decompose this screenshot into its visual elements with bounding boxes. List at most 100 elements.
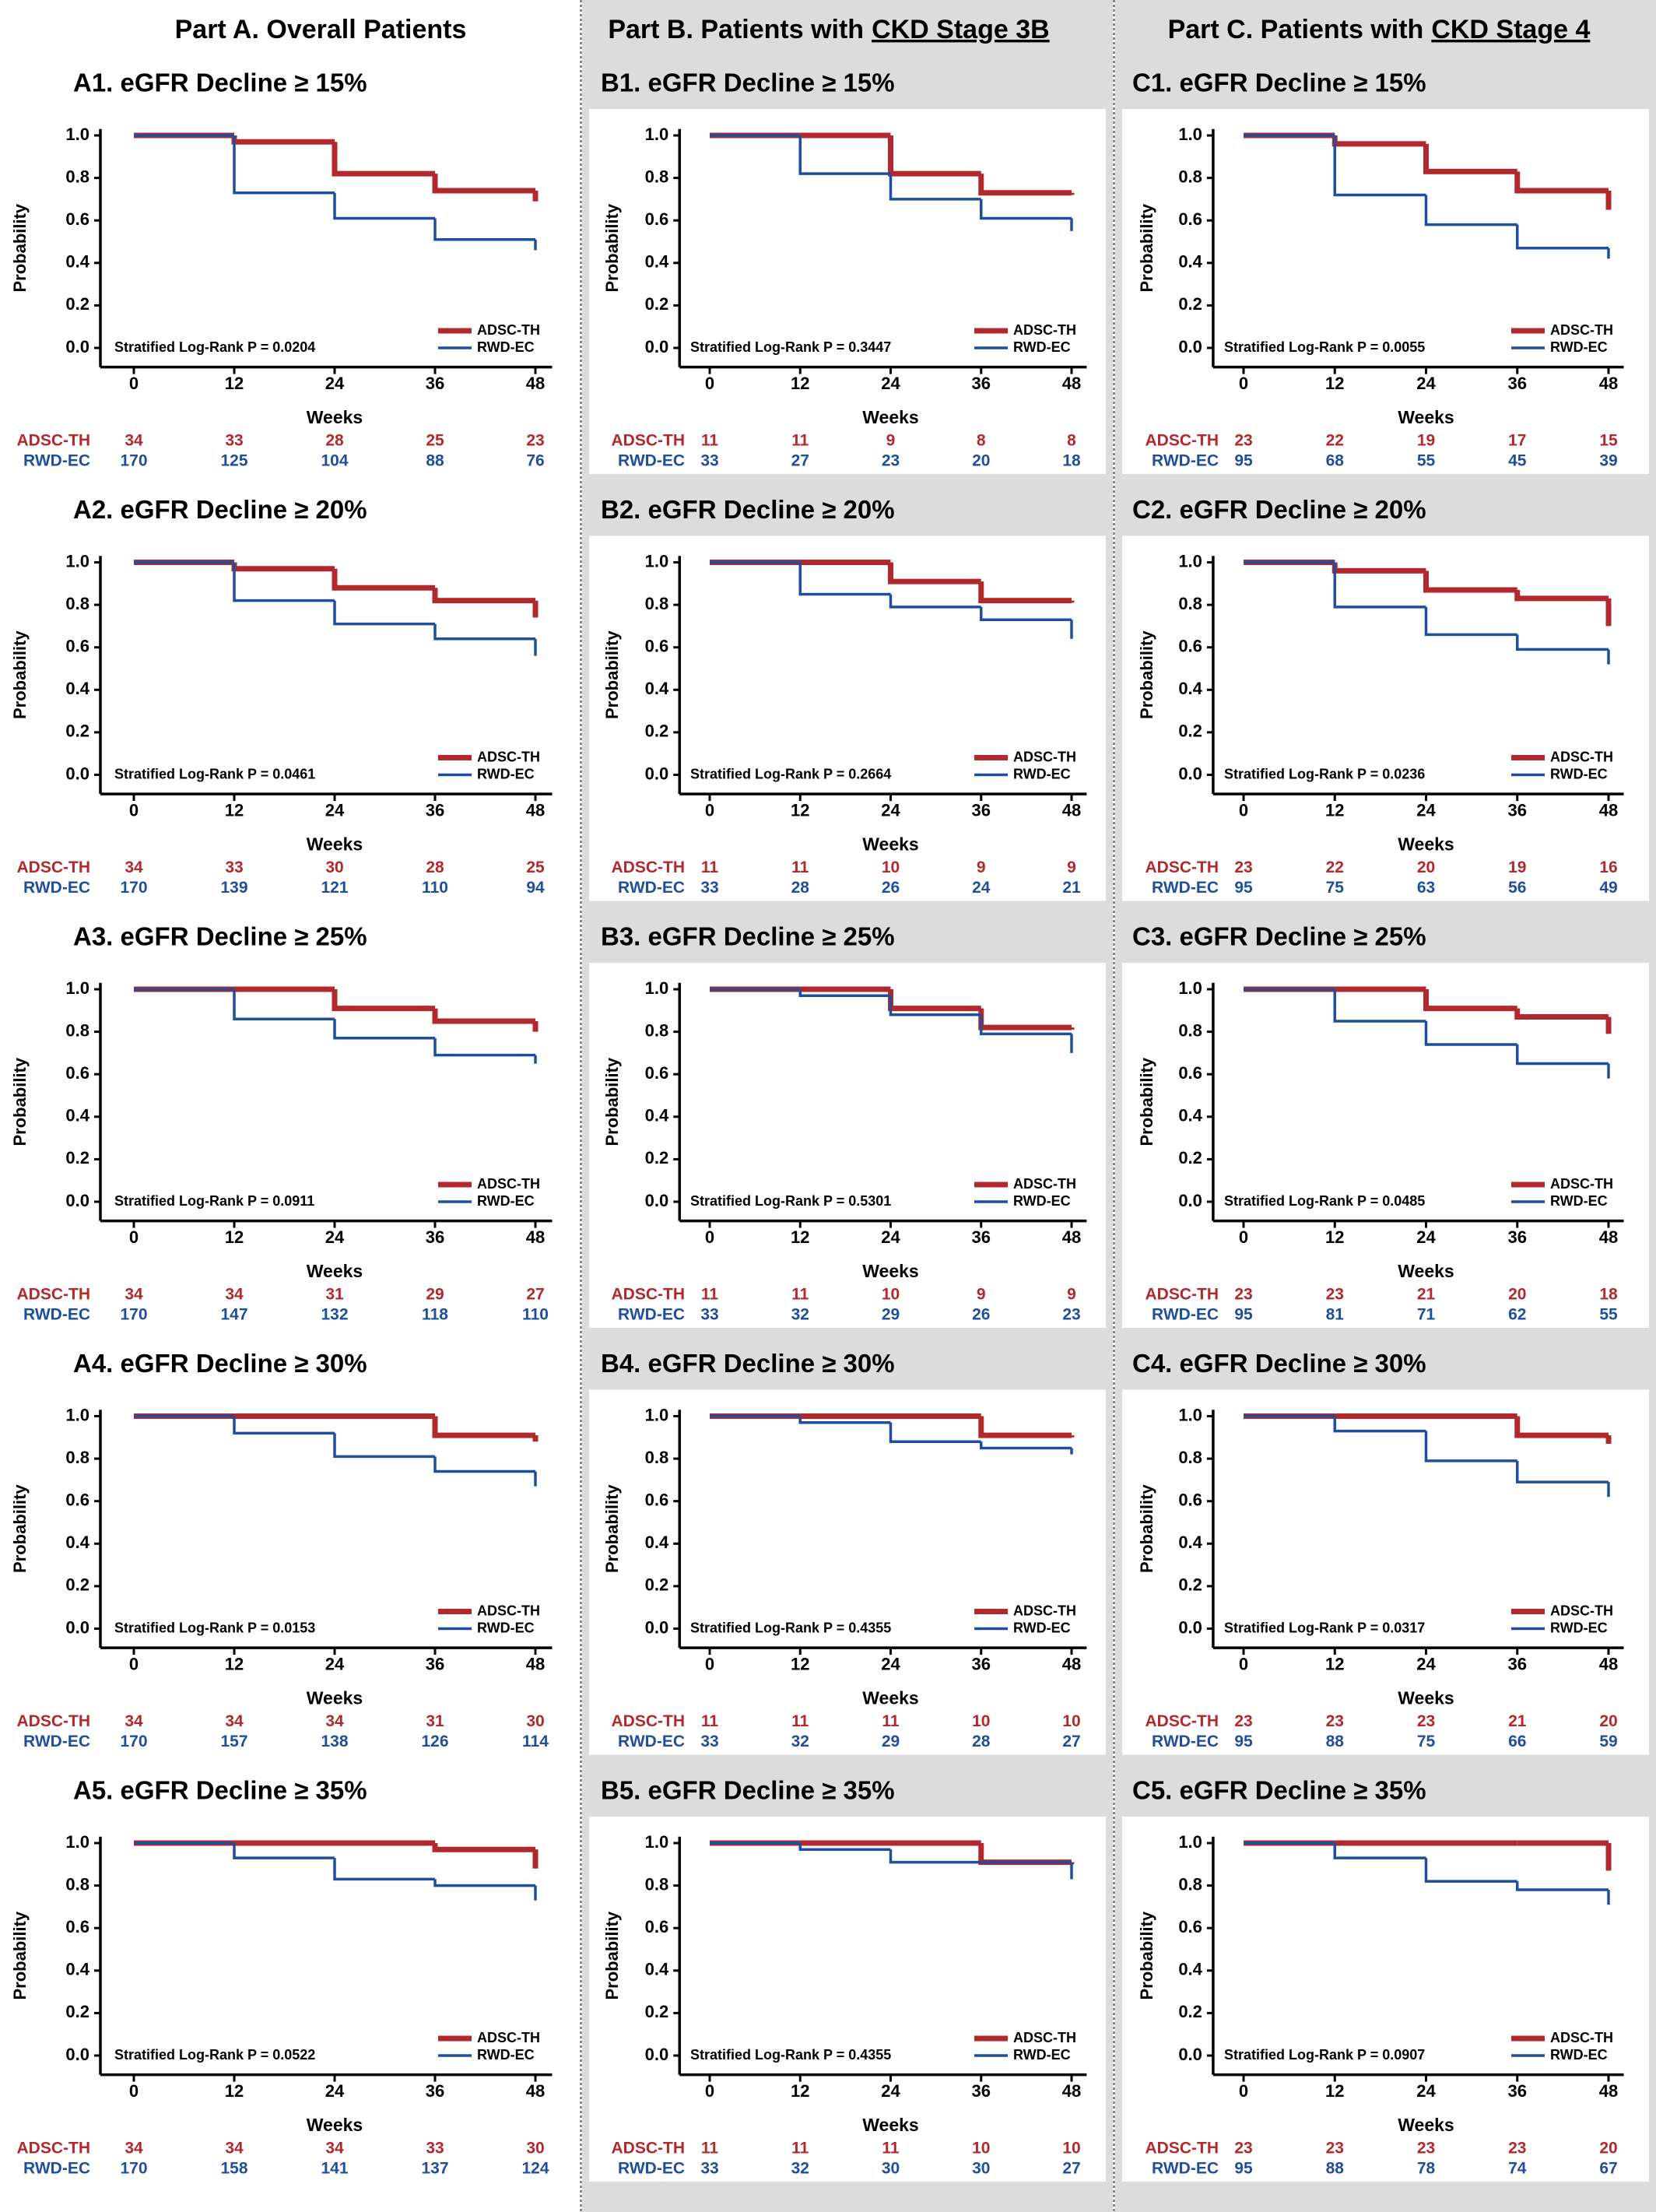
legend-label: ADSC-TH bbox=[1550, 2030, 1613, 2045]
km-step bbox=[433, 623, 535, 641]
at-risk-row-label: ADSC-TH bbox=[17, 2140, 91, 2158]
at-risk-count: 19 bbox=[1417, 432, 1435, 450]
km-step bbox=[798, 1843, 891, 1851]
chart-title: A5. eGFR Decline ≥ 35% bbox=[73, 1776, 367, 1805]
km-step bbox=[432, 174, 535, 194]
y-tick-label: 0.8 bbox=[645, 1874, 669, 1894]
annotation: Stratified Log-Rank P = 0.0204 bbox=[114, 339, 315, 355]
at-risk-row-label: RWD-EC bbox=[23, 2160, 90, 2178]
at-risk-count: 23 bbox=[1234, 2140, 1252, 2158]
at-risk-count: 23 bbox=[1062, 1306, 1080, 1324]
at-risk-count: 125 bbox=[220, 452, 247, 470]
x-tick-label: 48 bbox=[1062, 1654, 1081, 1673]
at-risk-count: 137 bbox=[421, 2160, 448, 2178]
x-tick-label: 48 bbox=[1599, 800, 1618, 820]
y-tick-label: 0.2 bbox=[645, 1575, 669, 1595]
y-tick-label: 0.0 bbox=[1178, 337, 1202, 356]
km-step bbox=[332, 142, 435, 177]
y-axis-label: Probability bbox=[1137, 1911, 1156, 2000]
plot-panel bbox=[1122, 963, 1649, 1328]
x-tick-label: 24 bbox=[881, 2081, 900, 2101]
at-risk-count: 23 bbox=[1234, 858, 1252, 876]
at-risk-count: 94 bbox=[526, 879, 545, 897]
at-risk-row-label: RWD-EC bbox=[618, 452, 685, 470]
at-risk-count: 20 bbox=[1417, 858, 1435, 876]
at-risk-count: 23 bbox=[1234, 1286, 1252, 1304]
part-header: Part C. Patients with CKD Stage 4 bbox=[1168, 15, 1591, 44]
x-tick-label: 12 bbox=[791, 374, 809, 393]
legend-label: RWD-EC bbox=[1550, 1620, 1608, 1635]
at-risk-row-label: ADSC-TH bbox=[17, 432, 91, 450]
at-risk-count: 30 bbox=[325, 858, 343, 876]
at-risk-count: 30 bbox=[972, 2160, 990, 2178]
at-risk-count: 170 bbox=[120, 1306, 147, 1324]
x-tick-label: 24 bbox=[881, 800, 900, 820]
y-tick-label: 0.4 bbox=[65, 1960, 89, 1979]
km-step bbox=[980, 1014, 1072, 1036]
x-tick-label: 36 bbox=[426, 800, 444, 820]
km-step bbox=[432, 1843, 535, 1852]
x-tick-label: 48 bbox=[526, 1654, 545, 1673]
y-tick-label: 0.4 bbox=[1178, 1106, 1202, 1125]
km-step bbox=[1514, 589, 1609, 602]
x-tick-label: 48 bbox=[1599, 1227, 1618, 1247]
y-tick-label: 0.6 bbox=[1178, 637, 1202, 656]
y-tick-label: 0.8 bbox=[645, 1448, 669, 1467]
y-tick-label: 0.0 bbox=[65, 1617, 89, 1637]
km-step bbox=[980, 1441, 1072, 1450]
y-axis-label: Probability bbox=[10, 630, 30, 719]
km-step bbox=[798, 1416, 891, 1424]
km-step bbox=[432, 1416, 535, 1438]
part-header-text: Part C. Patients with bbox=[1168, 15, 1424, 44]
y-axis-label: Probability bbox=[602, 1057, 622, 1146]
at-risk-count: 71 bbox=[1417, 1306, 1436, 1324]
y-tick-label: 0.0 bbox=[645, 2045, 669, 2064]
y-axis-label: Probability bbox=[1137, 1057, 1156, 1146]
at-risk-count: 170 bbox=[120, 1733, 147, 1750]
x-axis-label: Weeks bbox=[862, 834, 918, 855]
at-risk-count: 28 bbox=[791, 879, 810, 897]
y-tick-label: 1.0 bbox=[645, 1405, 669, 1424]
km-step bbox=[889, 995, 981, 1016]
at-risk-count: 10 bbox=[882, 1286, 900, 1304]
y-tick-label: 0.2 bbox=[1178, 2002, 1202, 2021]
plot-panel bbox=[1122, 109, 1649, 474]
at-risk-count: 114 bbox=[522, 1733, 549, 1750]
at-risk-count: 28 bbox=[972, 1733, 991, 1750]
km-step bbox=[1514, 171, 1609, 194]
km-step bbox=[978, 581, 1072, 604]
at-risk-count: 18 bbox=[1599, 1286, 1618, 1304]
x-tick-label: 12 bbox=[791, 2081, 809, 2101]
legend-label: ADSC-TH bbox=[1013, 322, 1076, 338]
at-risk-count: 30 bbox=[526, 1712, 544, 1730]
legend-label: RWD-EC bbox=[1013, 2047, 1071, 2063]
at-risk-count: 34 bbox=[225, 2140, 244, 2158]
y-tick-label: 1.0 bbox=[65, 978, 89, 998]
at-risk-count: 81 bbox=[1326, 1306, 1345, 1324]
legend-label: RWD-EC bbox=[477, 2047, 535, 2063]
y-tick-label: 0.0 bbox=[65, 2045, 89, 2064]
at-risk-count: 45 bbox=[1508, 452, 1527, 470]
at-risk-row-label: ADSC-TH bbox=[1146, 1712, 1219, 1730]
x-tick-label: 0 bbox=[129, 1227, 139, 1247]
y-tick-label: 1.0 bbox=[645, 1832, 669, 1852]
y-tick-label: 0.4 bbox=[1178, 252, 1202, 272]
at-risk-count: 22 bbox=[1326, 858, 1344, 876]
at-risk-count: 8 bbox=[977, 432, 986, 450]
plot-panel bbox=[589, 1389, 1106, 1755]
part-header: Part A. Overall Patients bbox=[175, 15, 467, 44]
y-axis-label: Probability bbox=[1137, 203, 1156, 292]
x-axis-label: Weeks bbox=[862, 2115, 918, 2135]
x-tick-label: 48 bbox=[1062, 1227, 1081, 1247]
legend-label: RWD-EC bbox=[1013, 339, 1071, 355]
x-tick-label: 0 bbox=[705, 2081, 714, 2101]
at-risk-row-label: ADSC-TH bbox=[17, 1712, 91, 1730]
legend-label: ADSC-TH bbox=[477, 1603, 540, 1618]
y-tick-label: 0.2 bbox=[65, 722, 89, 741]
at-risk-row-label: RWD-EC bbox=[1152, 1733, 1219, 1750]
at-risk-count: 110 bbox=[522, 1306, 549, 1324]
x-tick-label: 36 bbox=[972, 2081, 991, 2101]
x-tick-label: 12 bbox=[1325, 1654, 1344, 1673]
y-tick-label: 0.6 bbox=[645, 209, 669, 229]
annotation: Stratified Log-Rank P = 0.5301 bbox=[690, 1193, 891, 1209]
